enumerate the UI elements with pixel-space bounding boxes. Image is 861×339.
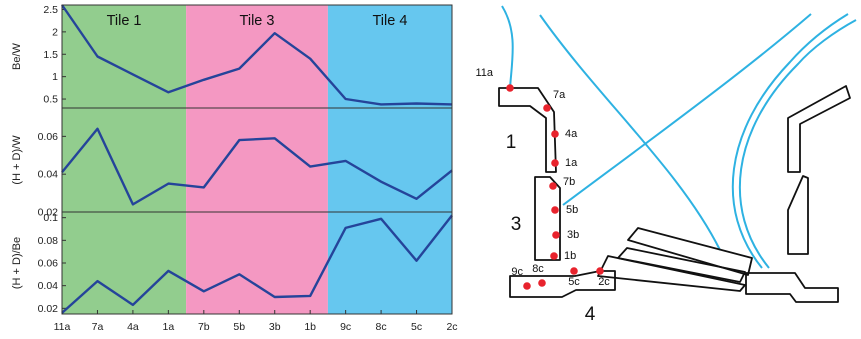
y-tick-label: 0.04 [38,169,59,181]
y-tick-label: 0.1 [43,212,58,224]
point-label: 7a [553,89,566,101]
point-5c [570,267,578,275]
panel-frame [61,211,453,315]
field-line [539,14,721,251]
y-axis-label: Be/W [11,42,23,70]
y-tick-label: 0.02 [38,207,59,219]
x-tick-label: 1b [304,321,316,333]
point-2c [596,267,604,275]
point-5b [551,206,559,214]
x-tick-label: 7a [92,321,104,333]
x-tick-label: 3b [269,321,281,333]
y-axis-label: (H + D)/W [11,135,23,185]
field-line [562,13,812,206]
label-tile-1: Tile 1 [107,13,142,29]
x-tick-label: 9c [340,321,351,333]
chart-area: 0.5 1 1.5 2 2.5 Be/W 0.02 0.04 0.06 (H + D)/W 0.02… [11,4,458,333]
band-tile-1 [62,5,187,314]
x-tick-label: 7b [198,321,210,333]
series-line [61,214,453,314]
field-line [731,13,849,269]
diagram-tile-label: 3 [511,214,522,235]
label-tile-3: Tile 3 [240,13,275,29]
series-line [61,127,453,206]
y-tick-label: 0.06 [38,131,59,143]
point-label: 7b [563,176,575,188]
y-tick-label: 1.5 [43,49,58,61]
band-tile-3 [186,5,328,314]
x-tick-label: 5b [233,321,245,333]
x-tick-label: 8c [376,321,387,333]
divertor-wedge [597,255,746,292]
y-tick-label: 0.02 [38,303,59,315]
point-label: 5b [566,204,578,216]
point-label: 9c [511,266,523,278]
panel-3: 0.02 0.04 0.06 0.08 0.1 (H + D)/Be [11,211,453,315]
point-label: 1a [565,157,578,169]
x-tick-label: 5c [411,321,422,333]
point-label: 5c [568,276,580,288]
tile-1-outline [498,87,557,173]
point-label: 1b [564,250,576,262]
point-8c [538,279,546,287]
point-label: 3b [567,229,579,241]
y-tick-label: 0.5 [43,94,58,106]
field-line [738,19,857,269]
point-4a [551,130,559,138]
point-label: 11a [475,67,493,79]
point-3b [552,231,560,239]
diagram-tile-label: 4 [585,304,596,325]
x-tick-label: 1a [163,321,175,333]
y-tick-label: 0.08 [38,235,59,247]
label-tile-4: Tile 4 [372,13,407,29]
point-1a [551,159,559,167]
y-tick-label: 0.04 [38,280,59,292]
y-tick-label: 2 [52,26,58,38]
x-tick-label: 4a [127,321,139,333]
x-tick-label: 2c [446,321,457,333]
point-7a [543,104,551,112]
series-line [61,4,453,106]
x-tick-label: 11a [54,321,71,333]
wall-armor-lower [787,175,809,255]
diagram-tile-label: 1 [506,132,517,153]
tile-3-outline [534,176,561,261]
wall-armor-upper [787,85,851,173]
point-7b [549,182,557,190]
outer-tile [745,272,839,303]
y-tick-label: 1 [52,71,58,83]
point-label: 4a [565,128,578,140]
field-line [501,5,514,89]
point-11a [506,84,514,92]
tile-diagram: 1 3 4 11a 7a 4a 1a 7b 5b 3b 1b 9c 8c 5c 2c [475,5,857,325]
point-label: 8c [532,263,544,275]
point-1b [550,252,558,260]
baffle-lower [617,247,746,283]
band-tile-4 [327,5,452,314]
point-label: 2c [598,276,610,288]
y-tick-label: 2.5 [43,4,58,16]
y-axis-label: (H + D)/Be [11,237,23,289]
y-tick-label: 0.06 [38,258,59,270]
tile-4-outline [509,270,616,298]
point-9c [523,282,531,290]
baffle-upper [627,227,753,276]
